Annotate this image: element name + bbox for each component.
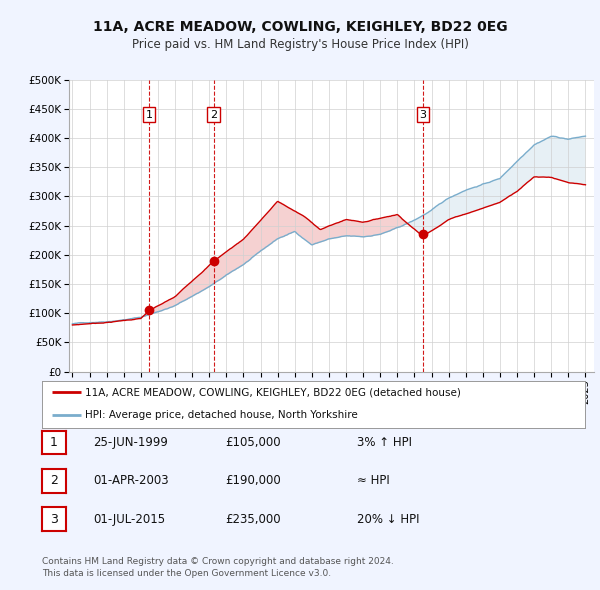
Text: 01-JUL-2015: 01-JUL-2015 [93,513,165,526]
Text: 1: 1 [50,436,58,449]
Text: 20% ↓ HPI: 20% ↓ HPI [357,513,419,526]
Text: 11A, ACRE MEADOW, COWLING, KEIGHLEY, BD22 0EG (detached house): 11A, ACRE MEADOW, COWLING, KEIGHLEY, BD2… [85,388,461,397]
Text: 01-APR-2003: 01-APR-2003 [93,474,169,487]
Text: Price paid vs. HM Land Registry's House Price Index (HPI): Price paid vs. HM Land Registry's House … [131,38,469,51]
Text: 11A, ACRE MEADOW, COWLING, KEIGHLEY, BD22 0EG: 11A, ACRE MEADOW, COWLING, KEIGHLEY, BD2… [92,19,508,34]
Text: Contains HM Land Registry data © Crown copyright and database right 2024.: Contains HM Land Registry data © Crown c… [42,557,394,566]
Text: 3: 3 [50,513,58,526]
Text: This data is licensed under the Open Government Licence v3.0.: This data is licensed under the Open Gov… [42,569,331,578]
Text: HPI: Average price, detached house, North Yorkshire: HPI: Average price, detached house, Nort… [85,409,358,419]
Text: 25-JUN-1999: 25-JUN-1999 [93,436,168,449]
Text: 3% ↑ HPI: 3% ↑ HPI [357,436,412,449]
Text: £190,000: £190,000 [225,474,281,487]
Text: ≈ HPI: ≈ HPI [357,474,390,487]
Text: £235,000: £235,000 [225,513,281,526]
Text: 3: 3 [419,110,427,120]
Text: 2: 2 [210,110,217,120]
Text: 1: 1 [146,110,152,120]
Text: 2: 2 [50,474,58,487]
Text: £105,000: £105,000 [225,436,281,449]
